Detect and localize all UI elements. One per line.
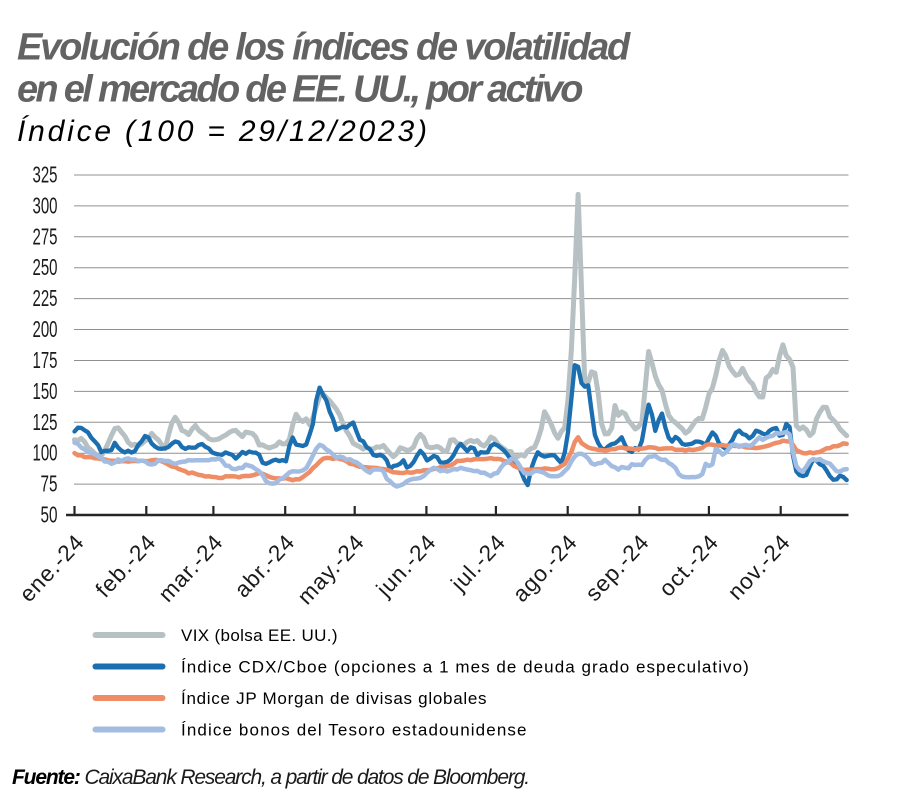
svg-text:sep.-24: sep.-24 — [580, 529, 654, 606]
svg-text:Índice (100 = 29/12/2023): Índice (100 = 29/12/2023) — [17, 115, 430, 148]
svg-text:ago.-24: ago.-24 — [508, 529, 583, 606]
svg-text:may.-24: may.-24 — [292, 529, 369, 609]
svg-text:125: 125 — [33, 409, 58, 435]
svg-text:jun.-24: jun.-24 — [371, 529, 441, 602]
svg-text:175: 175 — [33, 347, 58, 373]
svg-text:275: 275 — [33, 223, 58, 249]
svg-text:150: 150 — [33, 378, 58, 404]
svg-text:en el mercado de EE. UU., por: en el mercado de EE. UU., por activo — [17, 69, 582, 111]
svg-text:300: 300 — [33, 192, 58, 218]
svg-text:50: 50 — [41, 502, 58, 528]
svg-text:Fuente: CaixaBank Research, a: Fuente: CaixaBank Research, a partir de … — [12, 766, 529, 789]
svg-text:oct.-24: oct.-24 — [654, 529, 723, 601]
svg-text:mar.-24: mar.-24 — [153, 529, 228, 606]
svg-text:Índice JP Morgan de divisas gl: Índice JP Morgan de divisas globales — [181, 689, 487, 708]
svg-text:nov.-24: nov.-24 — [723, 529, 796, 604]
svg-text:feb.-24: feb.-24 — [91, 529, 161, 602]
svg-text:abr.-24: abr.-24 — [229, 529, 299, 602]
svg-text:VIX (bolsa EE. UU.): VIX (bolsa EE. UU.) — [181, 626, 338, 645]
svg-text:75: 75 — [41, 471, 58, 497]
svg-text:250: 250 — [33, 254, 58, 280]
svg-text:Índice bonos del Tesoro estado: Índice bonos del Tesoro estadounidense — [181, 721, 528, 740]
svg-text:Índice CDX/Cboe (opciones a 1: Índice CDX/Cboe (opciones a 1 mes de deu… — [181, 658, 750, 677]
svg-text:200: 200 — [33, 316, 58, 342]
svg-text:100: 100 — [33, 440, 58, 466]
svg-text:ene.-24: ene.-24 — [15, 529, 90, 606]
svg-text:325: 325 — [33, 162, 58, 188]
svg-text:jul.-24: jul.-24 — [445, 529, 510, 596]
svg-text:225: 225 — [33, 285, 58, 311]
svg-text:Evolución de los índices de vo: Evolución de los índices de volatilidad — [17, 27, 631, 69]
